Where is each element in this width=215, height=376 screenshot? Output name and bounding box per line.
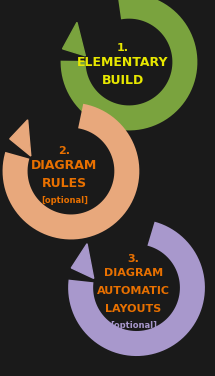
Text: AUTOMATIC: AUTOMATIC (97, 287, 170, 296)
Polygon shape (63, 22, 85, 56)
Text: [optional]: [optional] (110, 321, 157, 330)
Text: 2.: 2. (58, 146, 71, 156)
Text: RULES: RULES (42, 177, 87, 190)
Polygon shape (71, 244, 94, 278)
Text: [optional]: [optional] (41, 196, 88, 205)
Text: 3.: 3. (127, 254, 139, 264)
Text: 1.: 1. (117, 43, 129, 53)
Text: DIAGRAM: DIAGRAM (31, 159, 98, 172)
Text: ELEMENTARY: ELEMENTARY (77, 56, 168, 69)
Text: LAYOUTS: LAYOUTS (105, 305, 161, 314)
Text: DIAGRAM: DIAGRAM (104, 268, 163, 278)
Text: BUILD: BUILD (101, 74, 144, 87)
Polygon shape (10, 120, 31, 156)
